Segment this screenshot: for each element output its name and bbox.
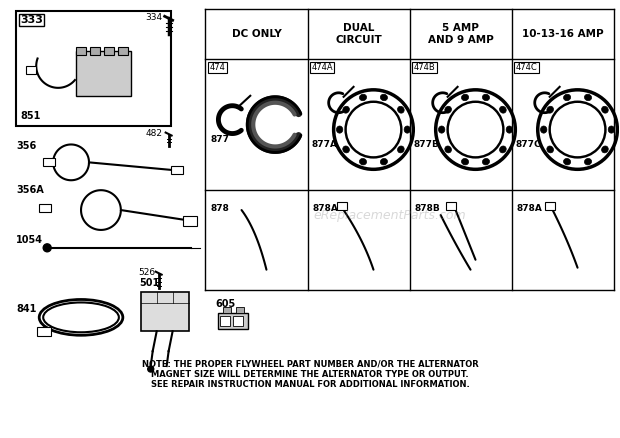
Ellipse shape: [397, 146, 404, 153]
Text: 526: 526: [139, 268, 156, 277]
Text: 474C: 474C: [516, 63, 538, 72]
Bar: [545, 202, 555, 210]
Ellipse shape: [438, 126, 445, 133]
Ellipse shape: [564, 94, 570, 101]
Ellipse shape: [360, 159, 366, 165]
Text: 5 AMP
AND 9 AMP: 5 AMP AND 9 AMP: [428, 23, 494, 45]
Ellipse shape: [585, 159, 591, 165]
Bar: [236, 307, 244, 314]
Bar: [170, 166, 182, 174]
Bar: [104, 47, 114, 55]
Text: 877B: 877B: [414, 140, 440, 149]
Text: 877C: 877C: [516, 140, 541, 149]
Bar: [26, 66, 36, 74]
Ellipse shape: [381, 159, 388, 165]
Ellipse shape: [482, 94, 490, 101]
Bar: [76, 47, 86, 55]
Text: 1054: 1054: [16, 235, 43, 245]
Text: 10-13-16 AMP: 10-13-16 AMP: [522, 29, 603, 39]
Ellipse shape: [564, 159, 570, 165]
Bar: [182, 216, 197, 226]
Ellipse shape: [482, 159, 490, 165]
Ellipse shape: [601, 106, 608, 113]
Bar: [223, 307, 231, 314]
Text: 878A: 878A: [312, 204, 339, 213]
Ellipse shape: [461, 159, 469, 165]
Ellipse shape: [445, 146, 451, 153]
Bar: [37, 327, 51, 336]
Bar: [220, 316, 231, 326]
Ellipse shape: [585, 94, 591, 101]
Ellipse shape: [608, 126, 614, 133]
Text: 877A: 877A: [311, 140, 337, 149]
Bar: [337, 202, 347, 210]
Ellipse shape: [500, 106, 506, 113]
Bar: [141, 292, 188, 331]
Ellipse shape: [547, 106, 554, 113]
Ellipse shape: [360, 94, 366, 101]
Bar: [43, 159, 55, 166]
Circle shape: [43, 244, 51, 252]
Circle shape: [148, 366, 154, 372]
Text: 482: 482: [146, 129, 162, 138]
Bar: [218, 314, 248, 329]
Ellipse shape: [343, 106, 350, 113]
Bar: [90, 47, 100, 55]
Text: 877: 877: [210, 135, 229, 144]
Ellipse shape: [381, 94, 388, 101]
Text: NOTE: THE PROPER FLYWHEEL PART NUMBER AND/OR THE ALTERNATOR
MAGNET SIZE WILL DET: NOTE: THE PROPER FLYWHEEL PART NUMBER AN…: [141, 359, 479, 389]
Text: 841: 841: [16, 304, 37, 314]
Text: DUAL
CIRCUIT: DUAL CIRCUIT: [335, 23, 382, 45]
Ellipse shape: [445, 106, 451, 113]
Bar: [16, 11, 171, 126]
Ellipse shape: [541, 126, 547, 133]
Bar: [118, 47, 128, 55]
Ellipse shape: [506, 126, 513, 133]
Text: 474B: 474B: [414, 63, 435, 72]
Text: 851: 851: [20, 111, 41, 121]
Ellipse shape: [404, 126, 410, 133]
Text: 474A: 474A: [311, 63, 333, 72]
Text: 878: 878: [210, 204, 229, 213]
Text: 501: 501: [139, 278, 159, 288]
Bar: [233, 316, 243, 326]
Text: 474: 474: [210, 63, 225, 72]
Text: DC ONLY: DC ONLY: [232, 29, 281, 39]
Bar: [39, 204, 51, 212]
Ellipse shape: [397, 106, 404, 113]
Text: 356A: 356A: [16, 185, 44, 195]
Ellipse shape: [461, 94, 469, 101]
Ellipse shape: [547, 146, 554, 153]
Ellipse shape: [601, 146, 608, 153]
Text: 333: 333: [20, 15, 43, 25]
Text: 878B: 878B: [415, 204, 440, 213]
Bar: [76, 51, 131, 96]
Ellipse shape: [500, 146, 506, 153]
Ellipse shape: [343, 146, 350, 153]
Text: 878A: 878A: [516, 204, 542, 213]
Bar: [446, 202, 456, 210]
Text: 356: 356: [16, 141, 37, 151]
Text: 334: 334: [146, 13, 163, 22]
Ellipse shape: [337, 126, 343, 133]
Text: eReplacementParts.com: eReplacementParts.com: [313, 208, 466, 222]
Text: 605: 605: [215, 300, 236, 310]
